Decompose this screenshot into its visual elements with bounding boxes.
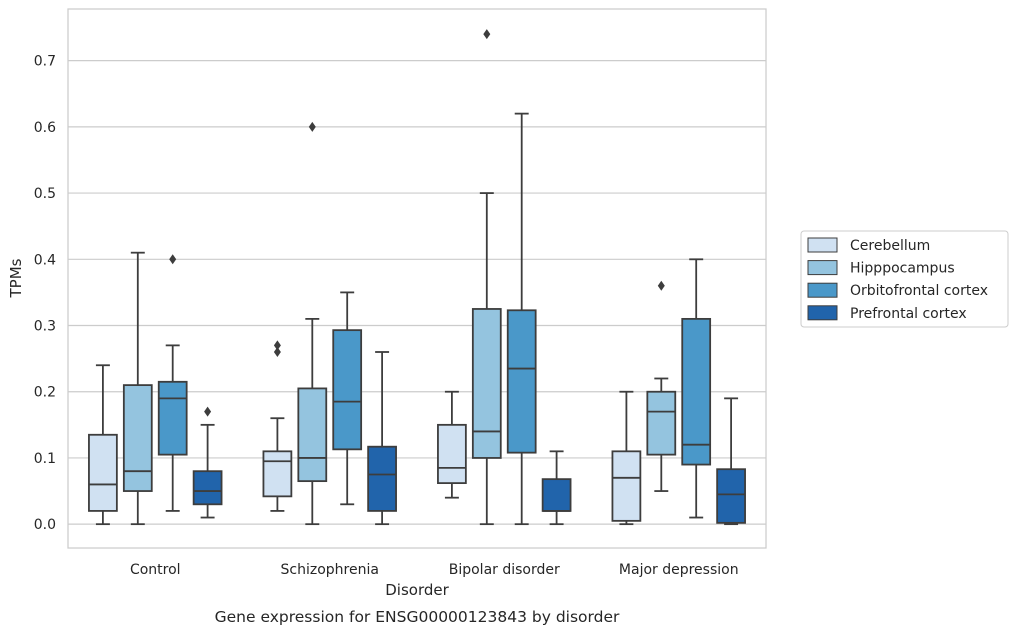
y-tick-label: 0.0 (34, 517, 56, 533)
y-axis-title: TPMs (7, 258, 25, 298)
x-tick-label: Major depression (619, 562, 739, 578)
iqr-box (541, 478, 572, 512)
iqr-box (437, 423, 467, 485)
y-tick-label: 0.3 (34, 319, 56, 335)
iqr-box (88, 433, 118, 512)
y-tick-label: 0.1 (34, 451, 56, 467)
box-hipppocampus (297, 121, 328, 526)
iqr-box (611, 450, 642, 522)
box-prefrontal-cortex (192, 406, 223, 519)
box-prefrontal-cortex (716, 397, 746, 526)
legend-frame (800, 230, 1009, 328)
box-hipppocampus (471, 29, 502, 526)
iqr-box (716, 468, 746, 524)
chart-caption: Gene expression for ENSG00000123843 by d… (215, 608, 620, 626)
box-orbitofrontal-cortex (332, 291, 363, 506)
iqr-box (367, 445, 397, 512)
legend-label: Orbitofrontal cortex (850, 283, 988, 299)
legend-label: Prefrontal cortex (850, 306, 967, 322)
box-prefrontal-cortex (541, 450, 572, 526)
box-prefrontal-cortex (367, 351, 397, 526)
outlier-point (273, 347, 281, 357)
iqr-box (262, 450, 293, 498)
outlier-point (308, 121, 316, 132)
y-tick-labels: 0.0 0.1 0.2 0.3 0.4 0.5 0.6 0.7 (34, 54, 56, 534)
box-hipppocampus (646, 280, 677, 492)
outlier-point (169, 254, 177, 265)
iqr-box (681, 317, 712, 466)
iqr-box (646, 390, 677, 456)
x-tick-label: Schizophrenia (281, 562, 379, 578)
outlier-point (273, 340, 281, 351)
legend-swatch (807, 282, 838, 298)
x-tick-label: Control (130, 562, 181, 578)
box-orbitofrontal-cortex (681, 258, 712, 519)
iqr-box (192, 470, 223, 506)
y-tick-label: 0.7 (34, 54, 56, 70)
box-orbitofrontal-cortex (506, 112, 537, 526)
outlier-point (204, 406, 212, 417)
iqr-box (297, 387, 328, 483)
y-tick-label: 0.4 (34, 252, 56, 268)
iqr-box (157, 380, 188, 456)
y-tick-label: 0.6 (34, 120, 56, 136)
iqr-box (471, 308, 502, 459)
legend-swatch (807, 305, 838, 321)
box-cerebellum (262, 340, 293, 512)
iqr-box (506, 309, 537, 454)
outlier-point (657, 280, 665, 291)
y-tick-label: 0.5 (34, 186, 56, 202)
box-orbitofrontal-cortex (157, 254, 188, 512)
outlier-point (483, 29, 491, 40)
legend: Cerebellum Hipppocampus Orbitofrontal cort… (800, 230, 1009, 328)
box-cerebellum (611, 390, 642, 526)
x-axis-title: Disorder (385, 581, 449, 599)
legend-swatch (807, 237, 838, 253)
iqr-box (332, 329, 363, 451)
box-cerebellum (88, 364, 118, 526)
plot-area-frame (67, 8, 767, 549)
x-tick-labels: Control Schizophrenia Bipolar disorder Majo… (130, 562, 739, 578)
x-tick-label: Bipolar disorder (449, 562, 560, 578)
box-series-group (88, 29, 746, 526)
box-hipppocampus (122, 251, 153, 526)
legend-label: Hipppocampus (850, 261, 955, 277)
legend-label: Cerebellum (850, 238, 930, 254)
iqr-box (122, 384, 153, 492)
y-tick-label: 0.2 (34, 385, 56, 401)
legend-swatch (807, 260, 838, 276)
box-cerebellum (437, 390, 467, 499)
